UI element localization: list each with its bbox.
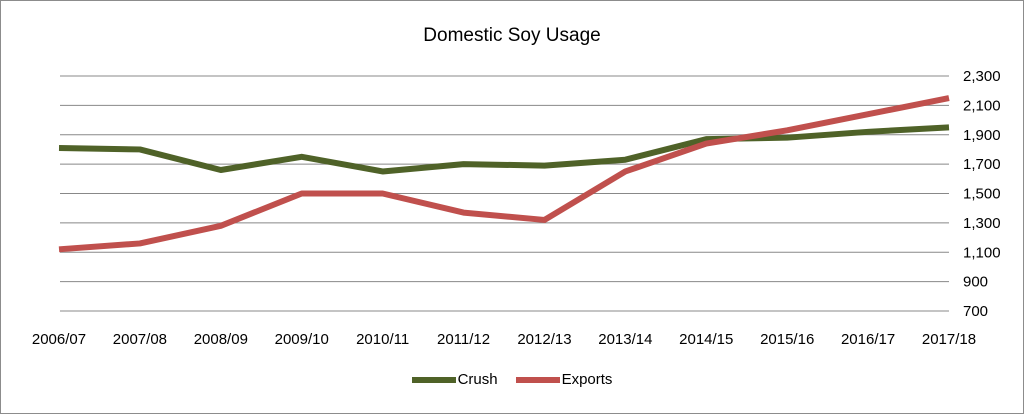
series-line-exports xyxy=(58,95,950,253)
series-lines xyxy=(58,95,950,253)
x-tick-label: 2007/08 xyxy=(113,331,167,348)
y-tick-label: 1,500 xyxy=(963,186,1001,203)
y-tick-label: 2,100 xyxy=(963,97,1001,114)
x-tick-label: 2016/17 xyxy=(841,331,895,348)
y-tick-label: 1,900 xyxy=(963,127,1001,144)
legend-item-crush: Crush xyxy=(411,371,498,388)
x-tick-label: 2012/13 xyxy=(517,331,571,348)
x-tick-label: 2010/11 xyxy=(356,331,409,348)
y-tick-label: 2,300 xyxy=(963,68,1001,85)
x-tick-label: 2008/09 xyxy=(194,331,248,348)
series-line-crush xyxy=(58,124,950,175)
x-tick-label: 2013/14 xyxy=(598,331,652,348)
gridlines xyxy=(60,75,949,312)
x-axis-ticks: 2006/07 2007/08 2008/09 2009/10 2010/11 2011/… xyxy=(32,331,976,348)
y-axis-ticks: 700 900 1,100 1,300 1,500 1,700 1,900 2,100 2,30… xyxy=(963,68,1001,320)
legend-swatch-crush xyxy=(411,376,456,383)
legend-swatch-exports xyxy=(515,376,560,383)
x-tick-label: 2015/16 xyxy=(760,331,814,348)
x-tick-label: 2011/12 xyxy=(437,331,490,348)
legend-label-exports: Exports xyxy=(561,371,613,388)
y-tick-label: 700 xyxy=(963,303,988,320)
y-tick-label: 1,300 xyxy=(963,215,1001,232)
x-tick-label: 2017/18 xyxy=(922,331,976,348)
y-tick-label: 1,100 xyxy=(963,244,1001,261)
legend-label-crush: Crush xyxy=(457,371,498,388)
x-tick-label: 2014/15 xyxy=(679,331,733,348)
legend-item-exports: Exports xyxy=(515,371,613,388)
x-tick-label: 2006/07 xyxy=(32,331,86,348)
chart-title: Domestic Soy Usage xyxy=(423,25,601,46)
x-tick-label: 2009/10 xyxy=(275,331,329,348)
legend: Crush Exports xyxy=(1,371,1023,388)
y-tick-label: 900 xyxy=(963,274,988,291)
y-tick-label: 1,700 xyxy=(963,156,1001,173)
